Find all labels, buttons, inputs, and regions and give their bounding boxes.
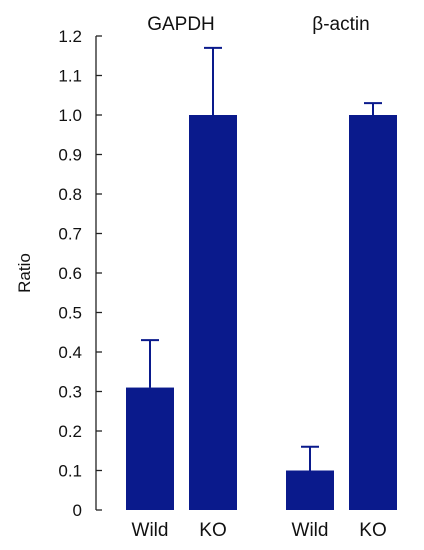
labels: GAPDH Wild KO β-actin Wild KO	[132, 14, 387, 541]
y-axis-label: Ratio	[15, 253, 34, 293]
x-category-label: KO	[199, 520, 226, 541]
bar	[349, 115, 397, 510]
y-tick-label: 0.7	[58, 225, 82, 244]
group-title: GAPDH	[147, 14, 215, 35]
y-tick-label: 0.5	[58, 304, 82, 323]
y-tick-label: 0.9	[58, 146, 82, 165]
y-tick-label: 0.4	[58, 343, 82, 362]
y-tick-label: 1.1	[58, 67, 82, 86]
y-tick-label: 0.3	[58, 383, 82, 402]
group-title: β-actin	[312, 14, 369, 35]
y-tick-label: 1.0	[58, 106, 82, 125]
x-category-label: Wild	[132, 520, 169, 541]
y-axis: 0 0.1 0.2 0.3 0.4 0.5 0.6 0.7 0.8 0.9 1.0 1.1 1.2	[58, 27, 102, 520]
bar	[286, 470, 334, 510]
y-tick-label: 0.2	[58, 422, 82, 441]
y-tick-label: 0.6	[58, 264, 82, 283]
x-category-label: KO	[359, 520, 386, 541]
y-tick-label: 0.1	[58, 462, 82, 481]
y-tick-label: 1.2	[58, 27, 82, 46]
bar	[126, 387, 174, 510]
y-tick-label: 0	[73, 501, 82, 520]
bar	[189, 115, 237, 510]
bars	[126, 46, 397, 510]
x-category-label: Wild	[292, 520, 329, 541]
y-tick-label: 0.8	[58, 185, 82, 204]
